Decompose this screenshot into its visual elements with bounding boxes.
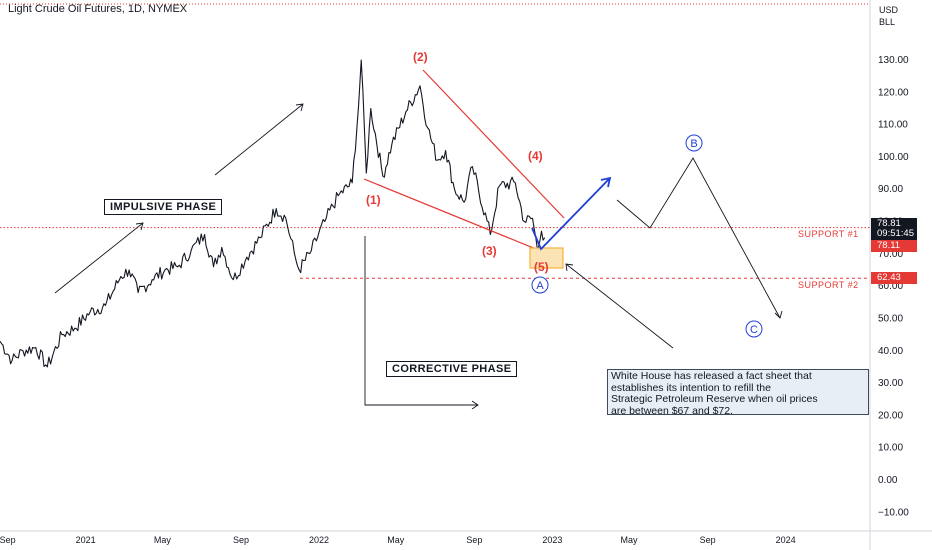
annotation-line-3: Strategic Petroleum Reserve when oil pri… xyxy=(611,393,818,405)
y-tick-label: 50.00 xyxy=(878,313,903,324)
impulsive-phase-label: IMPULSIVE PHASE xyxy=(104,199,223,215)
price-line xyxy=(0,59,546,368)
y-tick-label: 120.00 xyxy=(878,87,909,98)
annotation-line-2: establishes its intention to refill the xyxy=(611,381,771,394)
x-tick-label: Sep xyxy=(233,535,249,545)
chart-title: Light Crude Oil Futures, 1D, NYMEX xyxy=(8,3,188,15)
y-tick-label: 60.00 xyxy=(878,281,903,292)
last-price-value: 78.81 xyxy=(877,218,901,229)
annotation-note: White House has released a fact sheet th… xyxy=(607,369,869,415)
x-tick-label: May xyxy=(154,535,172,545)
wave-3-label: (3) xyxy=(482,244,497,258)
y-tick-label: 30.00 xyxy=(878,378,903,389)
currency-line-2: BLL xyxy=(879,17,896,27)
y-axis: 130.00120.00110.00100.0090.0080.0070.006… xyxy=(878,55,909,518)
wave-b-label: B xyxy=(690,138,697,150)
currency-line-1: USD xyxy=(879,5,899,15)
x-tick-label: 2022 xyxy=(309,535,329,545)
projection-arrow xyxy=(531,176,612,251)
x-tick-label: May xyxy=(387,535,405,545)
wave-5-label: (5) xyxy=(534,260,549,274)
annotation-line-1: White House has released a fact sheet th… xyxy=(611,370,812,382)
corrective-arrow xyxy=(364,236,479,410)
annotation-line-4: are between $67 and $72. xyxy=(611,404,734,415)
x-tick-label: 2023 xyxy=(542,535,562,545)
y-tick-label: 130.00 xyxy=(878,55,909,66)
x-tick-label: Sep xyxy=(0,535,16,545)
target-zone xyxy=(529,247,564,269)
wave-4-label: (4) xyxy=(528,149,543,163)
wave-a-label: A xyxy=(536,280,544,292)
x-axis: Sep 2021 May Sep 2022 May Sep 2023 May Sep 2024 xyxy=(0,535,796,545)
countdown-value: 09:51:45 xyxy=(877,228,914,239)
abc-labels: A B C xyxy=(531,134,763,338)
annotation-pointer-arrow xyxy=(565,263,674,349)
x-tick-label: 2021 xyxy=(76,535,96,545)
y-tick-label: 100.00 xyxy=(878,152,909,163)
y-tick-label: 0.00 xyxy=(878,475,898,486)
support-1-price-tag: 78.11 xyxy=(871,240,917,252)
support-2-label: SUPPORT #2 xyxy=(798,280,859,290)
y-tick-label: 20.00 xyxy=(878,410,903,421)
wave-1-label: (1) xyxy=(366,193,381,207)
x-tick-label: May xyxy=(621,535,639,545)
last-price-tag: 78.81 09:51:45 xyxy=(871,218,917,240)
x-tick-label: Sep xyxy=(466,535,482,545)
y-tick-label: 10.00 xyxy=(878,443,903,454)
y-tick-label: 70.00 xyxy=(878,249,903,260)
wave-2-label: (2) xyxy=(413,50,428,64)
wedge-lines xyxy=(363,69,565,259)
x-tick-label: Sep xyxy=(700,535,716,545)
impulsive-arrows xyxy=(54,103,304,294)
support-1-label: SUPPORT #1 xyxy=(798,229,859,239)
support-2-price-tag: 62.43 xyxy=(871,272,917,284)
x-tick-label: 2024 xyxy=(776,535,796,545)
y-tick-label: 40.00 xyxy=(878,346,903,357)
y-tick-label: 90.00 xyxy=(878,184,903,195)
abc-projection xyxy=(616,157,783,319)
y-tick-label: −10.00 xyxy=(878,507,909,518)
y-tick-label: 110.00 xyxy=(878,120,908,131)
wave-labels: (1) (2) (3) (4) (5) xyxy=(366,50,549,274)
wave-c-label: C xyxy=(750,324,758,336)
corrective-phase-label: CORRECTIVE PHASE xyxy=(386,361,518,377)
